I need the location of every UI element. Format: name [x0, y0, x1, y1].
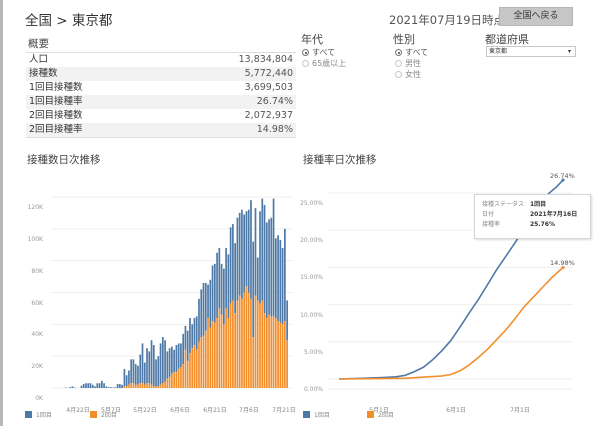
- y-tick-label: 25.00%: [300, 200, 323, 207]
- row-label: 2回目接種率: [29, 124, 83, 135]
- summary-row-dose1-rate: 1回目接種率 26.74%: [26, 95, 296, 109]
- row-value: 3,699,503: [244, 82, 293, 93]
- x-tick-label: 7月6日: [239, 407, 259, 414]
- row-value: 13,834,804: [238, 54, 293, 65]
- y-tick-label: 60K: [31, 299, 43, 307]
- summary-row-dose2-count: 2回目接種数 2,072,937: [26, 109, 296, 123]
- radio-unselected-icon: [395, 71, 402, 78]
- sex-filter-title: 性別: [393, 33, 415, 46]
- summary-table: 人口 13,834,804 接種数 5,772,440 1回目接種数 3,699,50…: [26, 52, 296, 138]
- x-tick-label: 7月21日: [272, 407, 296, 414]
- as-of-date: 2021年07月19日時点: [389, 13, 506, 27]
- tooltip-row-rate: 接種率 25.76%: [482, 220, 590, 230]
- sex-option-all[interactable]: すべて: [395, 47, 428, 58]
- x-tick-label: 7月1日: [510, 407, 530, 414]
- summary-row-dose1-count: 1回目接種数 3,699,503: [26, 81, 296, 95]
- age-filter: すべて 65歳以上: [302, 47, 346, 69]
- y-tick-label: 0.00%: [303, 386, 323, 393]
- legend-swatch-dose2: [367, 411, 374, 418]
- row-label: 1回目接種数: [29, 82, 83, 93]
- chevron-down-icon: ▾: [567, 48, 571, 55]
- legend-label: 2回目: [378, 412, 394, 419]
- daily-doses-bar-chart[interactable]: [3, 0, 600, 426]
- dose2-end-label: 14.98%: [550, 259, 575, 267]
- tooltip-key: 接種率: [482, 221, 501, 228]
- row-label: 1回目接種率: [29, 96, 83, 107]
- row-value: 26.74%: [256, 96, 293, 107]
- x-tick-label: 6月6日: [170, 407, 190, 414]
- tooltip-key: 日付: [482, 211, 495, 218]
- x-tick-label: 6月21日: [203, 407, 227, 414]
- x-tick-label: 5月1日: [369, 407, 389, 414]
- tooltip-value: 25.76%: [530, 221, 555, 228]
- sex-option-female[interactable]: 女性: [395, 69, 428, 80]
- tooltip-row-date: 日付 2021年7月16日: [482, 210, 590, 220]
- row-label: 人口: [29, 54, 49, 65]
- sex-filter: すべて 男性 女性: [395, 47, 428, 80]
- legend-label: 1回目: [314, 412, 330, 419]
- y-tick-label: 80K: [31, 267, 43, 275]
- summary-row-population: 人口 13,834,804: [26, 53, 296, 67]
- option-label: 65歳以上: [312, 59, 347, 68]
- row-value: 5,772,440: [244, 68, 293, 79]
- tooltip-value: 1回目: [530, 201, 547, 208]
- prefecture-filter-title: 都道府県: [485, 33, 529, 46]
- x-tick-label: 4月22日: [66, 407, 90, 414]
- option-label: 男性: [405, 59, 421, 68]
- tooltip-row-status: 接種ステータス 1回目: [482, 200, 590, 210]
- option-label: すべて: [312, 48, 336, 57]
- legend-label: 2回目: [101, 412, 117, 419]
- y-tick-label: 20K: [31, 363, 43, 371]
- x-tick-label: 5月7日: [101, 407, 121, 414]
- line-legend-dose1[interactable]: 1回目: [303, 410, 330, 419]
- chart-tooltip: 接種ステータス 1回目 日付 2021年7月16日 接種率 25.76%: [474, 194, 591, 239]
- dose1-end-label: 26.74%: [550, 172, 575, 180]
- summary-row-dose2-rate: 2回目接種率 14.98%: [26, 123, 296, 137]
- radio-selected-icon: [395, 49, 402, 56]
- prefecture-dropdown[interactable]: 東京都 ▾: [486, 46, 576, 57]
- tooltip-key: 接種ステータス: [482, 201, 525, 208]
- age-option-all[interactable]: すべて: [302, 47, 346, 58]
- age-filter-title: 年代: [301, 33, 323, 46]
- bar-legend-dose2[interactable]: 2回目: [90, 410, 117, 419]
- age-option-65plus[interactable]: 65歳以上: [302, 58, 346, 69]
- legend-swatch-dose2: [90, 411, 97, 418]
- row-label: 接種数: [29, 68, 58, 79]
- y-tick-label: 20.00%: [300, 237, 323, 245]
- line-legend-dose2[interactable]: 2回目: [367, 410, 394, 419]
- x-tick-label: 6月1日: [446, 407, 466, 414]
- radio-unselected-icon: [395, 60, 402, 67]
- x-tick-label: 5月22日: [133, 407, 157, 414]
- summary-title: 概要: [28, 38, 49, 50]
- y-tick-label: 10.00%: [300, 311, 323, 319]
- y-tick-label: 100K: [27, 235, 43, 243]
- y-tick-label: 15.00%: [300, 274, 323, 282]
- bar-legend-dose1[interactable]: 1回目: [25, 410, 52, 419]
- summary-row-total-doses: 接種数 5,772,440: [26, 67, 296, 81]
- legend-swatch-dose1: [303, 411, 310, 418]
- option-label: すべて: [405, 48, 429, 57]
- daily-doses-chart-title: 接種数日次推移: [27, 154, 101, 166]
- y-tick-label: 40K: [31, 331, 43, 339]
- y-tick-label: 0K: [35, 395, 43, 402]
- row-value: 2,072,937: [244, 110, 293, 121]
- back-to-national-button[interactable]: 全国へ戻る: [499, 7, 573, 26]
- y-tick-label: 120K: [27, 204, 43, 211]
- row-value: 14.98%: [256, 124, 293, 135]
- legend-label: 1回目: [36, 412, 52, 419]
- sex-option-male[interactable]: 男性: [395, 58, 428, 69]
- legend-swatch-dose1: [25, 411, 32, 418]
- option-label: 女性: [405, 70, 421, 79]
- daily-rate-chart-title: 接種率日次推移: [303, 154, 377, 166]
- breadcrumb[interactable]: 全国 > 東京都: [25, 13, 113, 29]
- prefecture-selected-value: 東京都: [489, 48, 508, 55]
- tooltip-value: 2021年7月16日: [530, 211, 578, 218]
- radio-selected-icon: [302, 49, 309, 56]
- y-tick-label: 5.00%: [303, 348, 323, 356]
- radio-unselected-icon: [302, 60, 309, 67]
- row-label: 2回目接種数: [29, 110, 83, 121]
